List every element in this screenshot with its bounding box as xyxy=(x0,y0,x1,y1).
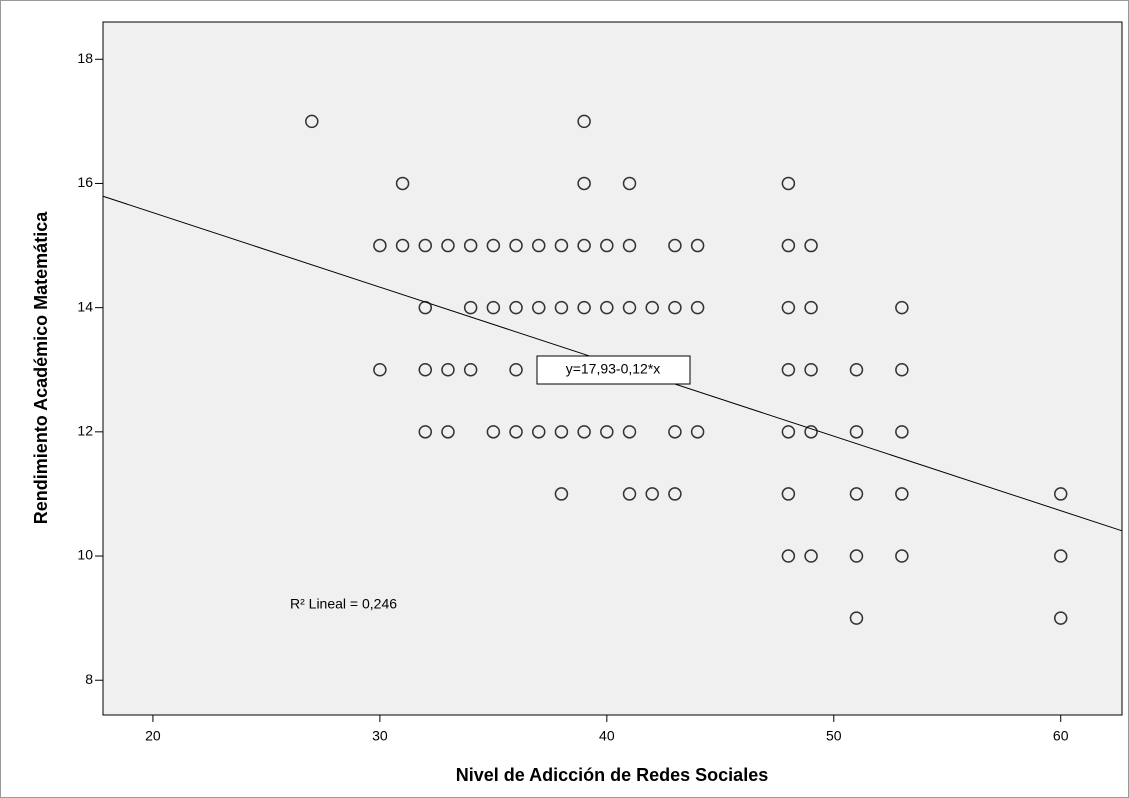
point xyxy=(781,300,796,315)
x-tick-label: 40 xyxy=(599,728,615,744)
point xyxy=(895,300,909,315)
point xyxy=(849,611,864,625)
point xyxy=(668,238,682,253)
point xyxy=(600,425,614,439)
x-tick-label: 60 xyxy=(1053,728,1069,744)
point xyxy=(849,487,864,501)
point xyxy=(577,300,591,315)
point xyxy=(781,362,796,377)
point xyxy=(781,238,796,253)
point xyxy=(849,549,864,563)
point xyxy=(509,300,523,315)
point xyxy=(305,114,319,129)
fit-label-box xyxy=(536,355,691,385)
point xyxy=(531,425,546,439)
point xyxy=(577,238,591,253)
point xyxy=(622,238,637,253)
r2-annotation: R² Lineal = 0,246 xyxy=(290,596,397,612)
point xyxy=(690,425,705,439)
y-tick-label: 8 xyxy=(85,671,93,687)
point xyxy=(554,238,569,253)
point xyxy=(622,300,637,315)
point xyxy=(622,425,637,439)
x-axis-title: Nivel de Adicción de Redes Sociales xyxy=(456,765,768,785)
point xyxy=(418,425,433,439)
point xyxy=(1053,611,1068,625)
point xyxy=(577,425,591,439)
point xyxy=(395,238,410,253)
point xyxy=(554,425,569,439)
point xyxy=(577,114,591,129)
point xyxy=(1053,487,1068,501)
point xyxy=(463,362,478,377)
x-tick-label: 30 xyxy=(372,728,388,744)
point xyxy=(781,176,796,191)
point xyxy=(441,425,455,439)
point xyxy=(804,300,818,315)
point xyxy=(690,300,705,315)
point xyxy=(622,176,637,191)
point xyxy=(441,238,455,253)
point xyxy=(509,362,523,377)
point xyxy=(781,487,796,501)
point xyxy=(622,487,637,501)
point xyxy=(373,362,387,377)
point xyxy=(849,425,864,439)
point xyxy=(804,362,818,377)
point xyxy=(577,176,591,191)
point xyxy=(668,300,682,315)
point xyxy=(418,238,433,253)
point xyxy=(509,238,523,253)
y-tick-label: 18 xyxy=(77,50,93,66)
point xyxy=(486,300,501,315)
point xyxy=(895,425,909,439)
y-tick-label: 12 xyxy=(77,423,93,439)
fit-label: y=17,93-0,12*x xyxy=(566,361,661,377)
point xyxy=(895,362,909,377)
point xyxy=(645,300,659,315)
point xyxy=(781,425,796,439)
point xyxy=(395,176,410,191)
point xyxy=(1053,549,1068,563)
x-tick-label: 20 xyxy=(145,728,161,744)
point xyxy=(463,238,478,253)
point xyxy=(895,487,909,501)
point xyxy=(554,300,569,315)
y-tick-label: 14 xyxy=(77,298,93,314)
point xyxy=(600,238,614,253)
point xyxy=(531,300,546,315)
point xyxy=(668,487,682,501)
point xyxy=(690,238,705,253)
point xyxy=(600,300,614,315)
point xyxy=(509,425,523,439)
point xyxy=(781,549,796,563)
point xyxy=(645,487,659,501)
point xyxy=(441,362,455,377)
point xyxy=(804,238,818,253)
y-tick-label: 16 xyxy=(77,174,93,190)
x-tick-label: 50 xyxy=(826,728,842,744)
point xyxy=(418,362,433,377)
point xyxy=(554,487,569,501)
point xyxy=(531,238,546,253)
y-axis-title: Rendimiento Académico Matemática xyxy=(31,211,51,524)
point xyxy=(804,549,818,563)
y-tick-label: 10 xyxy=(77,547,93,563)
point xyxy=(486,238,501,253)
point xyxy=(486,425,501,439)
point xyxy=(804,425,818,439)
point xyxy=(895,549,909,563)
point xyxy=(668,425,682,439)
point xyxy=(849,362,864,377)
point xyxy=(463,300,478,315)
point xyxy=(373,238,387,253)
